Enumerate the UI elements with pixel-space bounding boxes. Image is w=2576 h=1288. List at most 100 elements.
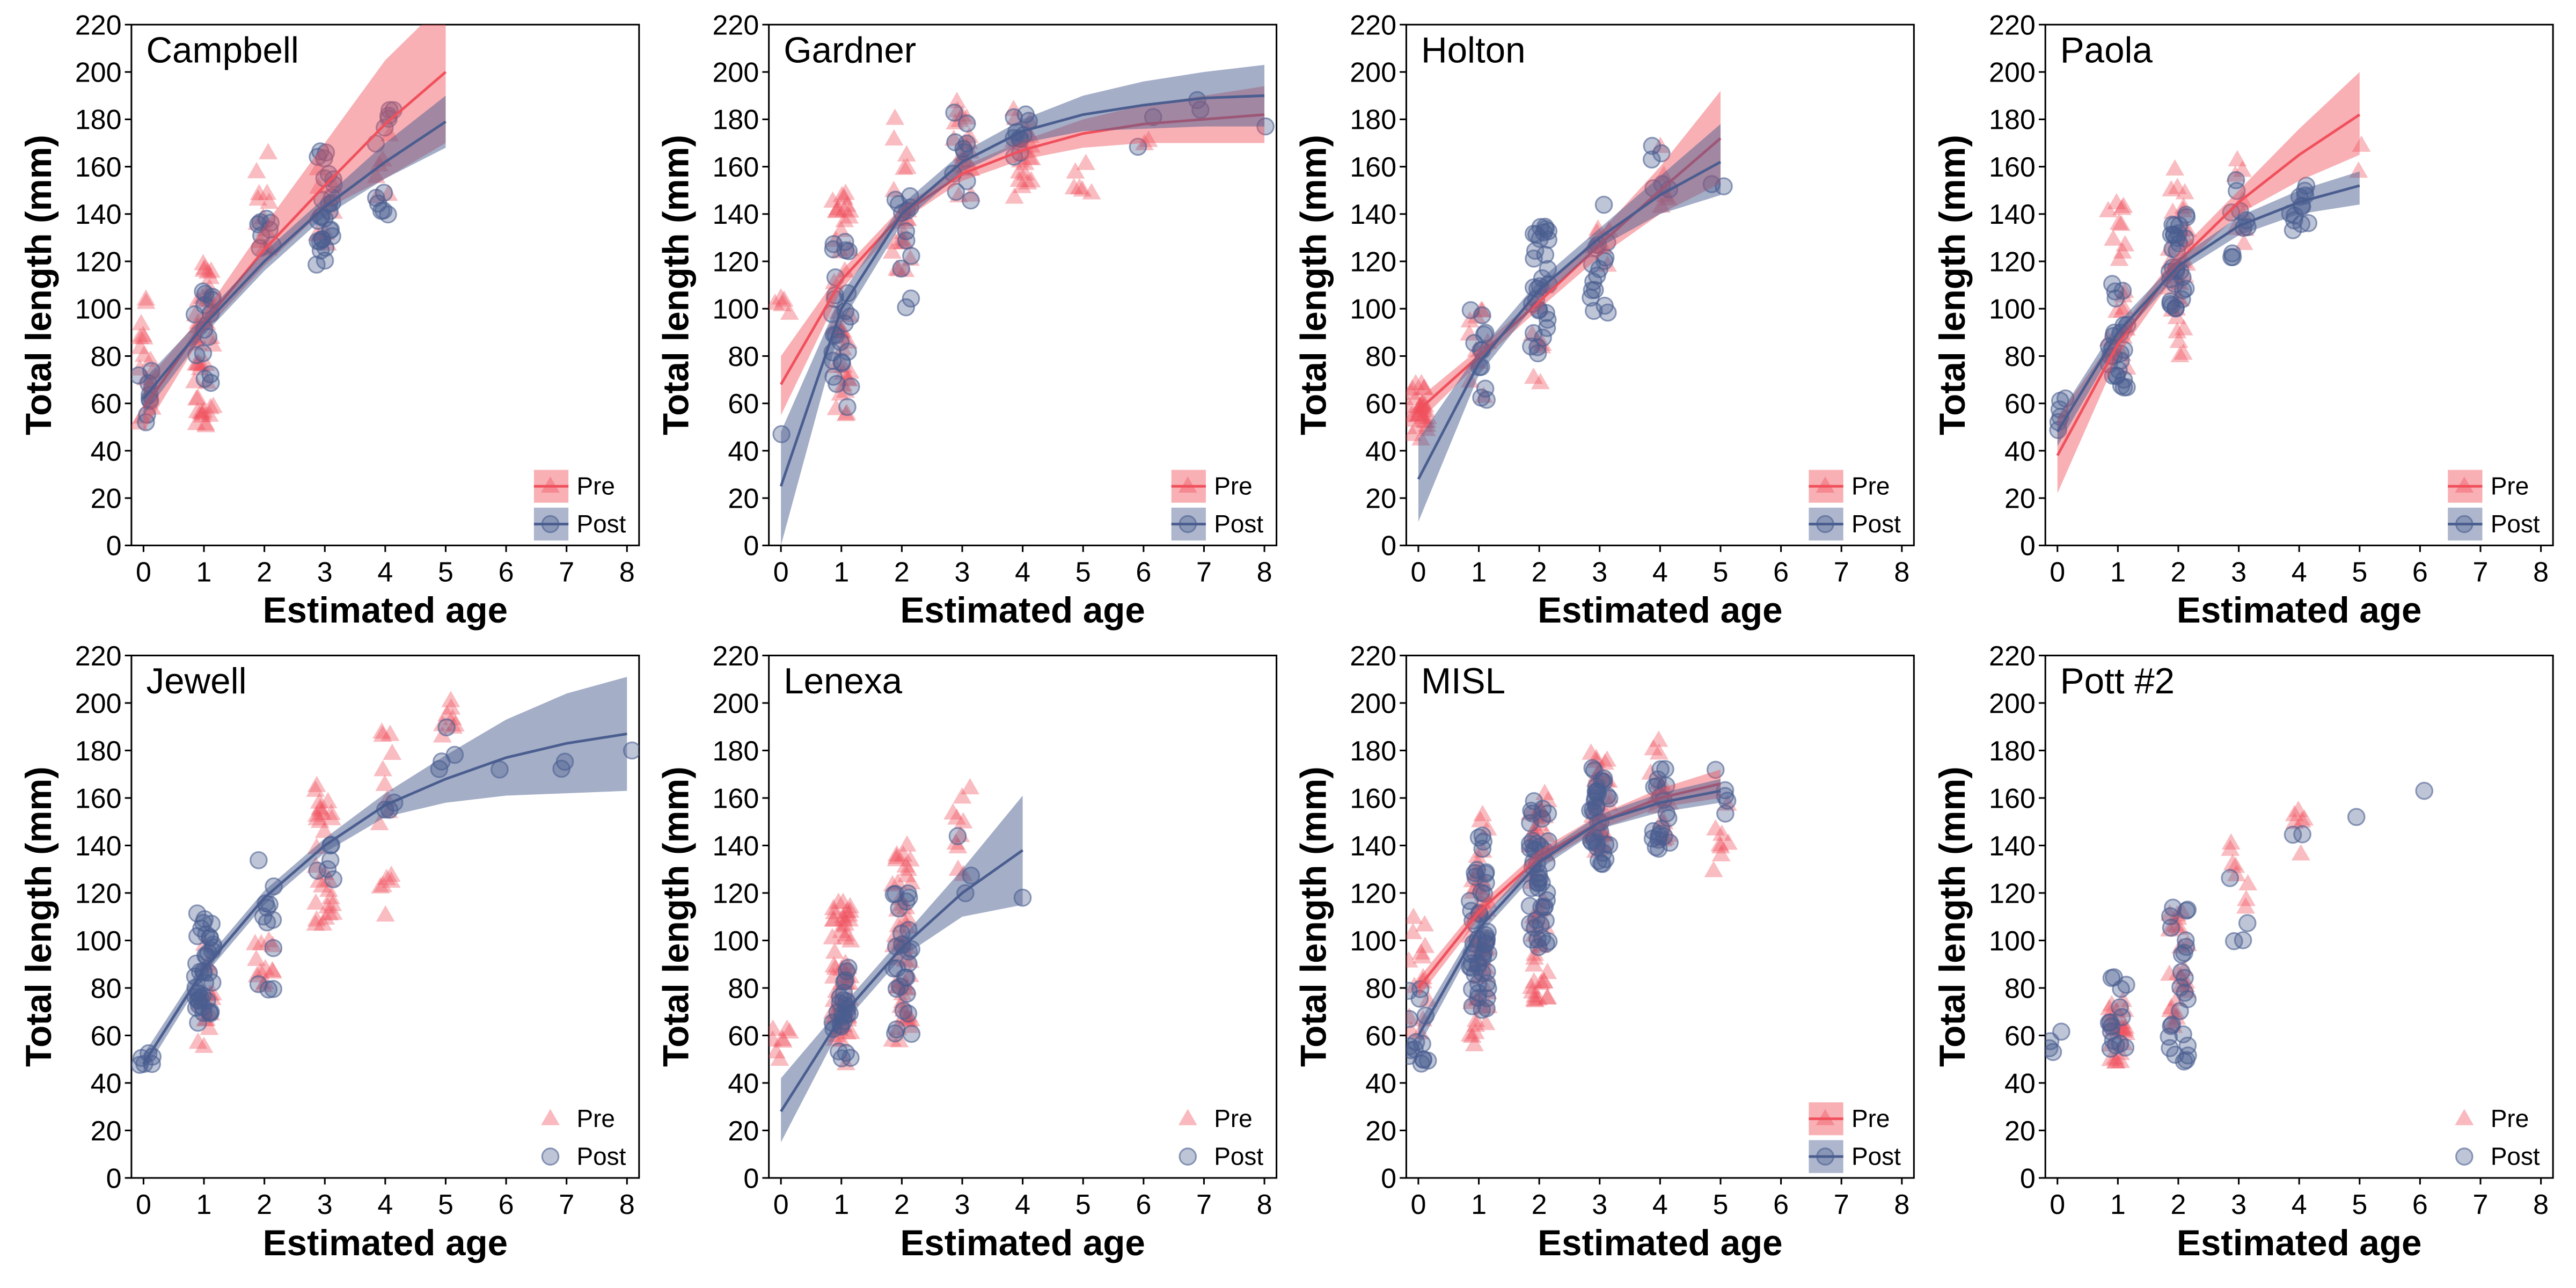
data-point-post (897, 298, 916, 317)
data-point-pre (188, 353, 207, 370)
data-point-post (1476, 379, 1495, 398)
data-point-pre (953, 787, 972, 804)
data-point-post (836, 971, 855, 990)
data-point-pre (134, 325, 152, 342)
data-point-pre (1718, 833, 1738, 850)
data-point-pre (2162, 180, 2181, 196)
y-tick-label: 180 (75, 736, 122, 767)
y-tick-label: 40 (1365, 1068, 1396, 1099)
legend-label-post: Post (1214, 510, 1263, 538)
data-point-pre (307, 775, 326, 792)
plot-data (131, 677, 639, 1074)
data-point-pre (1524, 972, 1543, 989)
data-point-post (838, 398, 857, 416)
data-point-post (324, 870, 343, 889)
data-point-pre (1711, 837, 1730, 854)
y-tick-label: 0 (1381, 1163, 1396, 1194)
panel-title: Holton (1421, 30, 1526, 70)
data-point-pre (773, 1029, 792, 1046)
data-point-pre (251, 962, 270, 979)
x-tick-label: 3 (1592, 1189, 1607, 1220)
data-point-pre (896, 856, 916, 873)
data-point-pre (2234, 233, 2253, 250)
data-point-post (1474, 832, 1493, 851)
series-points-post (1406, 759, 1737, 1073)
panel-title: Gardner (784, 30, 916, 70)
data-point-post (1539, 932, 1558, 950)
y-axis-title: Total length (mm) (656, 766, 697, 1067)
data-point-pre (2112, 214, 2131, 231)
y-tick-label: 0 (743, 1163, 759, 1194)
y-tick-label: 160 (712, 783, 759, 814)
data-point-pre (887, 850, 906, 867)
data-point-pre (375, 774, 394, 791)
ci-band-post (2057, 171, 2360, 447)
x-tick-label: 8 (619, 557, 635, 588)
y-tick-label: 60 (2004, 1021, 2036, 1052)
data-point-post (945, 104, 963, 122)
legend: Pre Post (533, 470, 626, 541)
data-point-pre (2174, 319, 2193, 336)
data-point-pre (1410, 398, 1430, 415)
x-axis-title: Estimated age (1538, 1223, 1783, 1263)
plot-data (769, 778, 1032, 1143)
y-tick-label: 80 (728, 341, 759, 372)
data-point-pre (2238, 874, 2258, 891)
data-point-post (317, 143, 335, 162)
legend: Pre Post (1809, 1102, 1901, 1173)
panel-title: Paola (2060, 30, 2153, 70)
data-point-pre (836, 405, 855, 421)
data-point-pre (131, 314, 151, 331)
data-point-pre (382, 871, 401, 888)
data-point-pre (382, 865, 401, 882)
y-tick-label: 220 (1350, 641, 1396, 672)
x-tick-label: 3 (1592, 557, 1607, 588)
y-tick-label: 100 (75, 926, 122, 957)
data-point-pre (1471, 811, 1490, 828)
y-tick-label: 0 (1381, 531, 1396, 562)
data-point-pre (200, 1019, 219, 1035)
x-tick-label: 7 (2473, 1189, 2489, 1220)
data-point-pre (833, 906, 853, 924)
data-point-post (2178, 1036, 2197, 1055)
data-point-pre (1538, 988, 1557, 1005)
data-point-pre (1410, 397, 1430, 413)
legend-marker-pre (541, 1109, 560, 1125)
x-axis-title: Estimated age (2177, 1223, 2422, 1263)
x-tick-label: 1 (196, 1189, 212, 1220)
data-point-post (1406, 1009, 1418, 1028)
y-tick-label: 160 (1350, 783, 1396, 814)
data-point-pre (2170, 346, 2190, 362)
y-tick-label: 40 (728, 1068, 759, 1099)
plot-frame (2044, 654, 2554, 1179)
data-point-pre (894, 1000, 913, 1017)
data-point-post (2223, 248, 2242, 266)
data-point-pre (1534, 972, 1554, 989)
x-tick-label: 7 (1196, 557, 1212, 588)
data-point-pre (1466, 1022, 1485, 1040)
y-tick-label: 60 (1365, 389, 1396, 420)
data-point-pre (136, 289, 156, 306)
x-tick-label: 6 (499, 1189, 514, 1220)
data-point-pre (823, 191, 843, 208)
fit-line-post (2056, 184, 2360, 433)
x-tick-label: 6 (2412, 1189, 2428, 1220)
data-point-pre (2223, 854, 2242, 870)
y-tick-label: 200 (75, 688, 122, 719)
data-point-pre (2236, 897, 2255, 914)
data-point-pre (2160, 904, 2179, 921)
data-point-pre (780, 1022, 799, 1039)
data-point-post (1535, 897, 1554, 916)
x-tick-label: 1 (2110, 557, 2126, 588)
data-point-pre (1070, 178, 1089, 195)
data-point-pre (1406, 1007, 1419, 1024)
legend-marker-pre (2455, 1109, 2474, 1125)
data-point-pre (896, 260, 915, 277)
data-point-pre (1414, 968, 1433, 985)
data-point-pre (2292, 811, 2311, 828)
y-tick-label: 20 (91, 1116, 122, 1147)
legend-marker-post (1179, 515, 1197, 533)
data-point-pre (832, 921, 851, 938)
data-point-pre (899, 910, 918, 926)
data-point-pre (960, 133, 979, 149)
